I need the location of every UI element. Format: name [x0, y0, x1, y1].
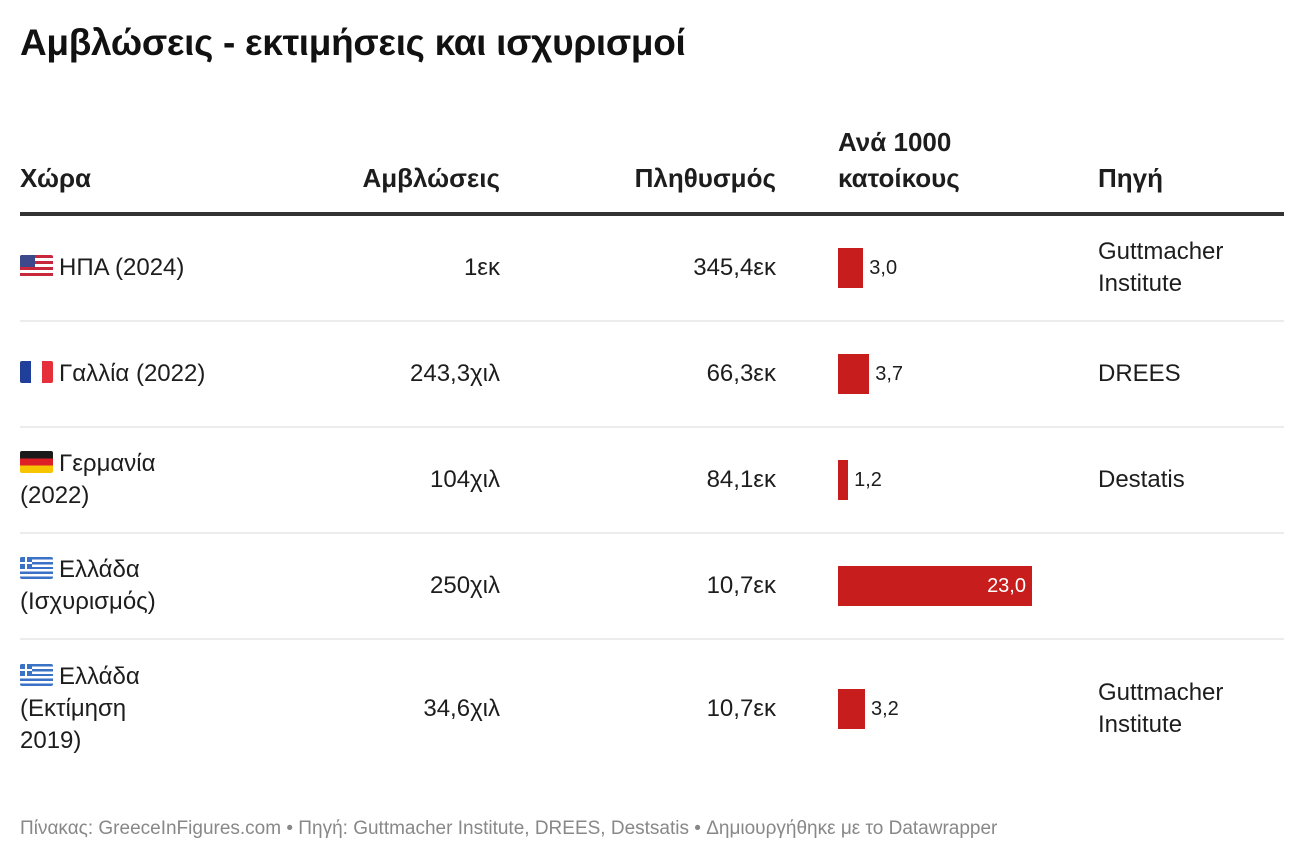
abortions-cell: 243,3χιλ: [410, 360, 500, 387]
country-cell: Ελλάδα (Εκτίμηση 2019): [20, 661, 170, 757]
rate-bar: [838, 248, 864, 288]
us-flag-icon: [20, 255, 53, 277]
rate-label: 3,2: [870, 698, 899, 720]
gr-flag-icon: [20, 557, 53, 579]
chart-title: Αμβλώσεις - εκτιμήσεις και ισχυρισμοί: [20, 22, 686, 63]
rate-cell: 23,0: [838, 566, 1078, 606]
abortions-cell: 1εκ: [463, 254, 500, 281]
abortions-cell: 104χιλ: [430, 466, 500, 493]
header-rate-line1: Ανά 1000: [838, 127, 952, 157]
population-cell: 66,3εκ: [706, 360, 776, 387]
country-name: Γερμανία (2022): [20, 450, 156, 509]
rate-label: 1,2: [854, 469, 882, 491]
table-row: Ελλάδα (Ισχυρισμός) 250χιλ 10,7εκ 23,0: [20, 534, 1284, 640]
rate-cell: 3,0: [838, 248, 1078, 288]
country-cell: Γερμανία (2022): [20, 448, 220, 512]
source-cell: DREES: [1098, 360, 1181, 387]
country-name: Γαλλία (2022): [59, 360, 206, 387]
header-abortions[interactable]: Αμβλώσεις: [362, 163, 500, 193]
table-row: Ελλάδα (Εκτίμηση 2019) 34,6χιλ 10,7εκ 3,…: [20, 640, 1284, 778]
country-name: ΗΠΑ (2024): [59, 254, 185, 281]
abortions-cell: 34,6χιλ: [423, 695, 500, 722]
population-cell: 84,1εκ: [706, 466, 776, 493]
fr-flag-icon: [20, 361, 53, 383]
population-cell: 10,7εκ: [706, 572, 776, 599]
footer-credits: Πίνακας: GreeceInFigures.com • Πηγή: Gut…: [20, 818, 998, 839]
header-population[interactable]: Πληθυσμός: [634, 163, 776, 193]
rate-label: 3,7: [875, 363, 904, 385]
rate-cell: 3,2: [838, 689, 1078, 729]
table-row: Γερμανία (2022) 104χιλ 84,1εκ 1,2 Destat…: [20, 428, 1284, 534]
country-cell: Ελλάδα (Ισχυρισμός): [20, 554, 220, 618]
country-name: Ελλάδα (Εκτίμηση 2019): [20, 663, 140, 754]
table-row: ΗΠΑ (2024) 1εκ 345,4εκ 3,0 Guttmacher In…: [20, 216, 1284, 322]
de-flag-icon: [20, 451, 53, 473]
source-cell: Destatis: [1098, 466, 1185, 493]
country-cell: Γαλλία (2022): [20, 358, 220, 390]
rate-label: 23,0: [987, 575, 1026, 597]
rate-label: 3,0: [869, 257, 898, 279]
rate-cell: 1,2: [838, 460, 1078, 500]
country-cell: ΗΠΑ (2024): [20, 252, 280, 284]
rate-bar: [838, 354, 870, 394]
source-cell: Guttmacher Institute: [1098, 679, 1224, 738]
gr-flag-icon: [20, 664, 53, 686]
rate-bar: [838, 566, 1032, 606]
population-cell: 10,7εκ: [706, 695, 776, 722]
rate-bar: [838, 689, 865, 729]
country-name: Ελλάδα (Ισχυρισμός): [20, 556, 156, 615]
header-source[interactable]: Πηγή: [1098, 163, 1163, 193]
header-rate-line2: κατοίκους: [838, 163, 960, 193]
source-cell: Guttmacher Institute: [1098, 238, 1224, 297]
abortions-cell: 250χιλ: [430, 572, 500, 599]
header-country[interactable]: Χώρα: [20, 163, 92, 193]
population-cell: 345,4εκ: [693, 254, 776, 281]
data-table: Χώρα Αμβλώσεις Πληθυσμός Ανά 1000 κατοίκ…: [20, 118, 1284, 778]
header-rate[interactable]: Ανά 1000 κατοίκους: [838, 124, 1038, 196]
rate-bar: [838, 460, 849, 500]
table-row: Γαλλία (2022) 243,3χιλ 66,3εκ 3,7 DREES: [20, 322, 1284, 428]
table-header: Χώρα Αμβλώσεις Πληθυσμός Ανά 1000 κατοίκ…: [20, 118, 1284, 216]
rate-cell: 3,7: [838, 354, 1078, 394]
